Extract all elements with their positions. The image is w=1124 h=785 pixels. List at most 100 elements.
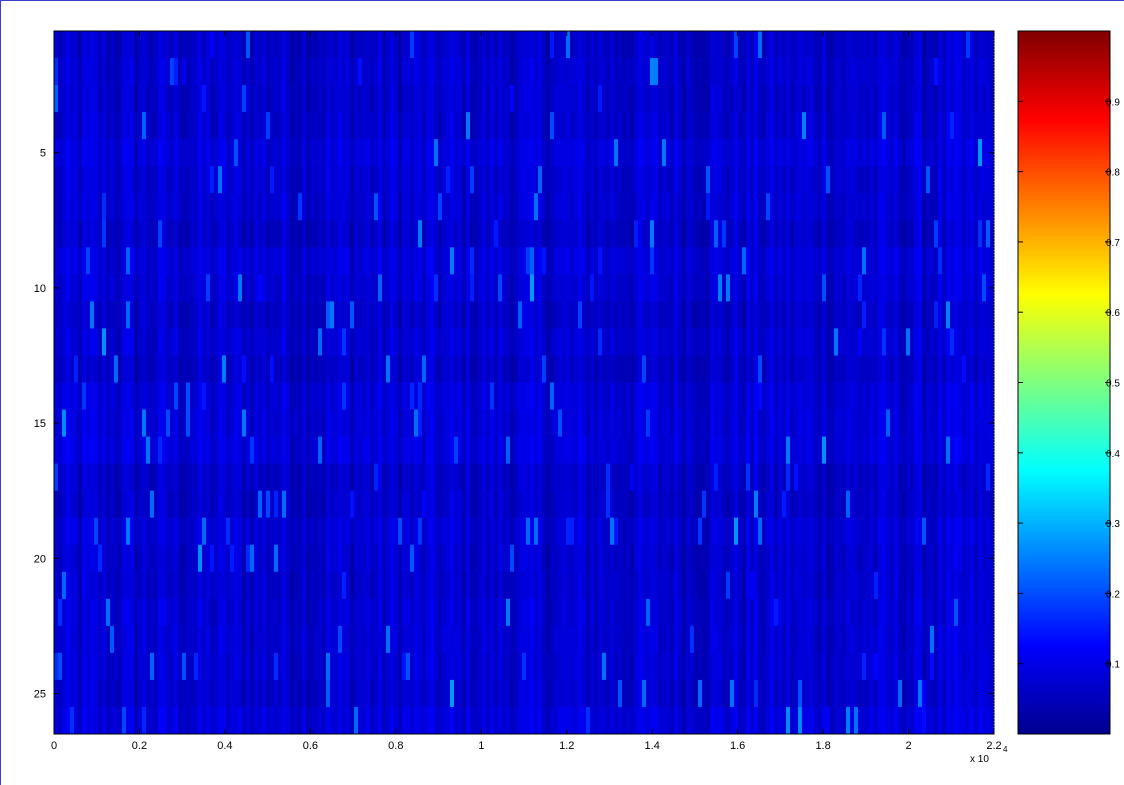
heatmap-cell <box>314 139 319 167</box>
heatmap-cell <box>258 436 263 465</box>
heatmap-cell <box>446 490 451 519</box>
heatmap-cell <box>370 274 375 302</box>
heatmap-cell <box>58 436 63 465</box>
heatmap-cell <box>222 409 227 438</box>
heatmap-cell <box>278 31 283 59</box>
heatmap-cell <box>718 85 723 113</box>
heatmap-cell <box>114 436 119 465</box>
heatmap-cell <box>386 436 391 465</box>
heatmap-cell <box>902 31 907 59</box>
heatmap-cell <box>54 31 59 59</box>
heatmap-cell <box>474 382 479 411</box>
heatmap-cell <box>554 193 559 221</box>
heatmap-cell <box>950 58 955 86</box>
heatmap-cell <box>386 490 391 519</box>
heatmap-cell <box>214 436 219 465</box>
heatmap-cell <box>682 328 687 356</box>
heatmap-cell <box>218 598 223 627</box>
heatmap-cell <box>154 409 159 438</box>
heatmap-cell <box>698 463 703 492</box>
heatmap-cell <box>930 490 935 519</box>
heatmap-cell <box>366 571 371 600</box>
heatmap-cell <box>170 598 175 627</box>
heatmap-cell <box>778 490 783 519</box>
heatmap-cell <box>890 166 895 194</box>
heatmap-cell <box>126 598 131 627</box>
heatmap-cell <box>922 463 927 492</box>
heatmap-cell <box>662 193 667 221</box>
heatmap-cell <box>810 571 815 600</box>
heatmap-cell <box>470 58 475 86</box>
heatmap-cell <box>634 490 639 519</box>
heatmap-cell <box>378 571 383 600</box>
heatmap-cell <box>830 112 835 140</box>
heatmap-cell <box>358 355 363 383</box>
heatmap-cell <box>254 355 259 383</box>
heatmap-cell <box>98 328 103 356</box>
heatmap-cell <box>862 247 867 275</box>
heatmap-cell <box>934 328 939 356</box>
heatmap-cell <box>234 139 239 167</box>
heatmap-cell <box>94 301 99 329</box>
heatmap-cell <box>582 409 587 438</box>
heatmap-cell <box>638 544 643 573</box>
heatmap-cell <box>322 544 327 573</box>
heatmap-cell <box>982 166 987 194</box>
heatmap-cell <box>802 85 807 113</box>
heatmap-cell <box>262 544 267 573</box>
heatmap-cell <box>234 112 239 140</box>
heatmap-cell <box>738 247 743 275</box>
heatmap-cell <box>250 463 255 492</box>
heatmap-cell <box>362 382 367 411</box>
heatmap-cell <box>890 274 895 302</box>
heatmap-cell <box>758 85 763 113</box>
heatmap-cell <box>810 301 815 329</box>
heatmap-cell <box>250 409 255 438</box>
heatmap-cell <box>326 112 331 140</box>
heatmap-cell <box>318 247 323 275</box>
heatmap-cell <box>978 220 983 248</box>
heatmap-cell <box>302 112 307 140</box>
heatmap-cell <box>982 463 987 492</box>
heatmap-cell <box>882 490 887 519</box>
heatmap-cell <box>66 517 71 546</box>
heatmap-cell <box>762 571 767 600</box>
heatmap-cell <box>338 166 343 194</box>
heatmap-cell <box>374 193 379 221</box>
heatmap-cell <box>342 193 347 221</box>
heatmap-cell <box>546 193 551 221</box>
heatmap-cell <box>174 58 179 86</box>
heatmap-cell <box>546 355 551 383</box>
heatmap-cell <box>446 382 451 411</box>
heatmap-cell <box>846 355 851 383</box>
heatmap-cell <box>258 463 263 492</box>
heatmap-cell <box>230 409 235 438</box>
heatmap-cell <box>506 31 511 59</box>
heatmap-cell <box>846 490 851 519</box>
heatmap-cell <box>122 274 127 302</box>
heatmap-cell <box>990 436 995 465</box>
heatmap-cell <box>762 328 767 356</box>
heatmap-cell <box>110 328 115 356</box>
heatmap-cell <box>574 355 579 383</box>
heatmap-cell <box>310 463 315 492</box>
heatmap-cell <box>626 166 631 194</box>
heatmap-cell <box>290 301 295 329</box>
heatmap-cell <box>398 139 403 167</box>
heatmap-cell <box>874 220 879 248</box>
heatmap-cell <box>74 544 79 573</box>
heatmap-cell <box>906 139 911 167</box>
heatmap-cell <box>894 139 899 167</box>
heatmap-cell <box>930 436 935 465</box>
heatmap-cell <box>930 274 935 302</box>
heatmap-cell <box>314 436 319 465</box>
heatmap-cell <box>426 85 431 113</box>
heatmap-cell <box>850 166 855 194</box>
heatmap-cell <box>226 166 231 194</box>
heatmap-cell <box>178 58 183 86</box>
heatmap-cell <box>346 193 351 221</box>
heatmap-cell <box>778 31 783 59</box>
heatmap-cell <box>914 31 919 59</box>
heatmap-cell <box>194 139 199 167</box>
heatmap-cell <box>230 31 235 59</box>
